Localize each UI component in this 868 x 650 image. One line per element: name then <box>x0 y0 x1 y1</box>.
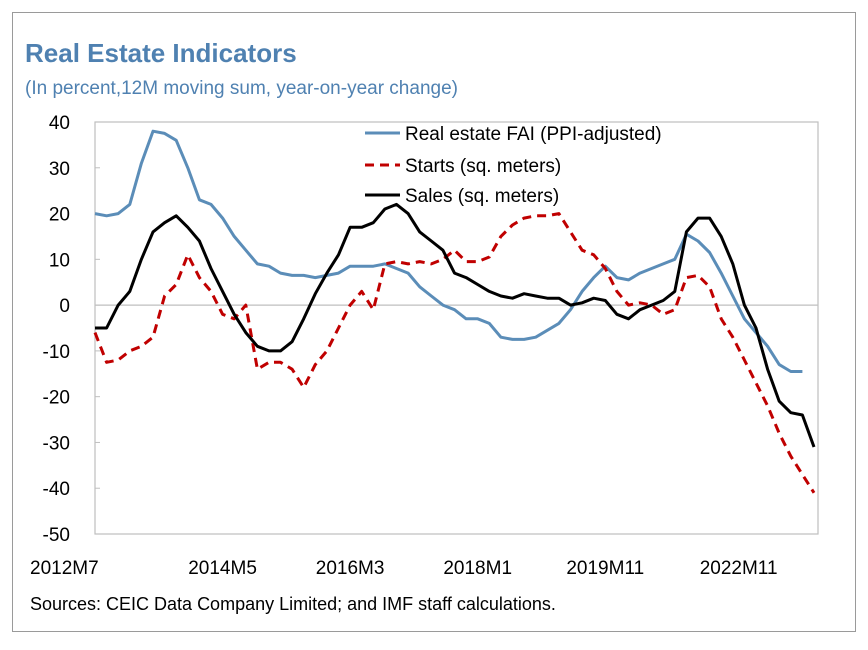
y-tick-label: -10 <box>43 342 70 363</box>
sources-note: Sources: CEIC Data Company Limited; and … <box>30 594 556 614</box>
legend-label: Real estate FAI (PPI-adjusted) <box>405 124 662 145</box>
chart-frame <box>12 12 856 632</box>
chart-subtitle: (In percent,12M moving sum, year-on-year… <box>25 78 458 99</box>
y-tick-label: -30 <box>43 433 70 454</box>
legend-label: Starts (sq. meters) <box>405 156 561 177</box>
series-line-1 <box>93 212 816 494</box>
legend-label: Sales (sq. meters) <box>405 186 559 207</box>
x-tick-label: 2016M3 <box>316 558 385 579</box>
x-tick-label: 2019M11 <box>566 558 644 579</box>
series-lines <box>93 129 816 494</box>
x-tick-label: 2014M5 <box>188 558 257 579</box>
legend: Real estate FAI (PPI-adjusted) Starts (sq… <box>365 124 662 207</box>
y-tick-label: -50 <box>43 525 70 546</box>
series-line-2 <box>95 202 816 448</box>
y-tick-label: 40 <box>49 113 70 134</box>
y-tick-label: -40 <box>43 479 70 500</box>
x-tick-label: 2022M11 <box>700 558 778 579</box>
chart-title: Real Estate Indicators <box>25 38 297 68</box>
y-axis: 40 30 20 10 0 -10 -20 -30 -40 -50 <box>43 113 818 546</box>
y-tick-label: 10 <box>49 250 70 271</box>
x-tick-label: 2018M1 <box>443 558 512 579</box>
x-tick-label: 2012M7 <box>30 558 99 579</box>
y-tick-label: 20 <box>49 205 70 226</box>
x-axis: 2012M7 2014M5 2016M3 2018M1 2019M11 2022M11 <box>30 558 778 579</box>
y-tick-label: 0 <box>59 296 70 317</box>
plot-area <box>94 121 819 535</box>
y-tick-label: 30 <box>49 159 70 180</box>
y-tick-label: -20 <box>43 388 70 409</box>
